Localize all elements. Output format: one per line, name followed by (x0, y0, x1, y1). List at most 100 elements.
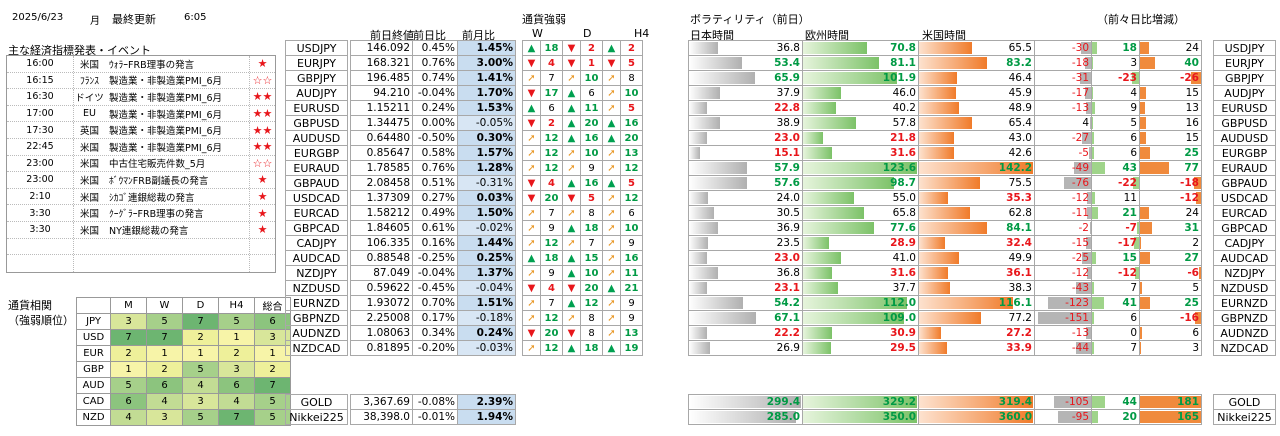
prev-close-value: 94.210 (350, 85, 413, 101)
volatility-cell: 48.9 (918, 100, 1035, 116)
volatility-bar (689, 192, 709, 204)
month-change-value: -0.03% (457, 340, 516, 356)
prev-close-value: 38,398.0 (350, 409, 413, 425)
day-change-value: 0.17% (412, 310, 458, 326)
diff-bar (1081, 132, 1091, 144)
day-change-value: -0.04% (412, 85, 458, 101)
strength-value: 4 (540, 280, 563, 296)
diff-value: -151 (1065, 312, 1089, 324)
strength-arrow-icon: ➚ (522, 160, 541, 176)
volatility-cell: 109.0 (802, 310, 919, 326)
volatility-bar (689, 312, 756, 324)
volatility-cell: 57.9 (688, 160, 803, 176)
diff-bar (1140, 147, 1150, 159)
strength-value: 10 (580, 70, 603, 86)
diff-cell: -18 (1139, 175, 1202, 191)
event-importance-stars (249, 255, 275, 272)
events-title: 主な経済指標発表・イベント (8, 44, 151, 57)
pair-name: GBPJPY (285, 70, 348, 86)
event-time: 16:15 (26, 74, 54, 86)
volatility-value: 101.9 (882, 72, 916, 84)
diff-value: 6 (1130, 132, 1137, 144)
volatility-value: 57.9 (774, 162, 800, 174)
pair-name: NZDUSD (1213, 280, 1276, 296)
strength-arrow-icon: ➚ (602, 220, 621, 236)
diff-cell: -18 (1034, 55, 1092, 71)
correlation-title-line1: 通貨相関 (8, 299, 52, 312)
diff-value: -123 (1065, 297, 1089, 309)
day-change-value: -0.08% (412, 394, 458, 410)
diff-bar (1054, 396, 1091, 408)
diff-bar (1092, 57, 1093, 69)
diff-cell: -17 (1091, 235, 1140, 251)
diff-cell: 21 (1091, 205, 1140, 221)
diff-value: -44 (1071, 342, 1089, 354)
diff-value: -15 (1071, 237, 1089, 249)
volatility-bar (803, 222, 875, 234)
correlation-rank: 5 (254, 409, 291, 426)
diff-value: -27 (1071, 132, 1089, 144)
strength-arrow-icon: ▼ (522, 190, 541, 206)
strength-arrow-icon: ➚ (602, 160, 621, 176)
volatility-value: 112.0 (882, 297, 916, 309)
volatility-cell: 23.1 (688, 280, 803, 296)
strength-arrow-icon: ➚ (602, 325, 621, 341)
correlation-rank: 4 (146, 393, 183, 410)
volatility-value: 49.9 (1008, 252, 1032, 264)
volatility-value: 123.6 (882, 162, 916, 174)
correlation-title-line2: （強弱順位） (8, 314, 74, 327)
volatility-cell: 101.9 (802, 70, 919, 86)
diff-cell: 40 (1139, 55, 1202, 71)
correlation-header: D (182, 297, 219, 314)
strength-value: 5 (620, 55, 643, 71)
strength-value: 19 (620, 340, 643, 356)
event-country: 米国 (73, 221, 105, 238)
volatility-cell: 26.9 (688, 340, 803, 356)
diff-cell: 7 (1091, 280, 1140, 296)
strength-arrow-icon: ➚ (522, 130, 541, 146)
strength-arrow-icon: ➚ (602, 295, 621, 311)
volatility-bar (689, 297, 744, 309)
diff-bar (1080, 72, 1091, 84)
month-change-value: 1.44% (457, 235, 516, 251)
strength-arrow-icon: ➚ (522, 310, 541, 326)
event-time: 23:00 (26, 174, 54, 186)
diff-value: 21 (1122, 207, 1137, 219)
month-change-value: -0.31% (457, 175, 516, 191)
col-japan: 日本時間 (690, 29, 734, 42)
event-time: 17:30 (26, 124, 54, 136)
strength-arrow-icon: ➚ (602, 205, 621, 221)
strength-arrow-icon: ➚ (602, 250, 621, 266)
diff-value: 6 (1130, 312, 1137, 324)
strength-arrow-icon: ▼ (522, 55, 541, 71)
pair-name: GBPCAD (1213, 220, 1276, 236)
strength-arrow-icon: ➚ (562, 310, 581, 326)
diff-bar (1140, 396, 1201, 408)
event-name: NY連銀総裁の発言 (109, 225, 189, 237)
strength-value: 12 (540, 340, 563, 356)
diff-bar (1140, 252, 1151, 264)
pair-name: AUDUSD (1213, 130, 1276, 146)
diff-bar (1084, 57, 1091, 69)
diff-cell: 13 (1139, 100, 1202, 116)
month-change-value: 1.50% (457, 205, 516, 221)
diff-bar (1089, 147, 1091, 159)
volatility-value: 40.2 (892, 102, 916, 114)
pair-name: EURAUD (285, 160, 348, 176)
event-importance-stars: ★ (249, 56, 275, 72)
correlation-header: W (146, 297, 183, 314)
diff-cell: 31 (1139, 220, 1202, 236)
diff-value: 15 (1185, 87, 1199, 99)
diff-cell: -49 (1034, 160, 1092, 176)
volatility-value: 31.6 (890, 267, 916, 279)
diff-value: -105 (1065, 396, 1089, 408)
diff-value: -22 (1118, 177, 1137, 189)
correlation-rank: 5 (254, 393, 291, 410)
volatility-value: 26.9 (776, 342, 800, 354)
strength-arrow-icon: ▼ (562, 190, 581, 206)
header-day-of-week: 月 (90, 16, 100, 27)
volatility-cell: 38.9 (688, 115, 803, 131)
correlation-currency: AUD (76, 377, 111, 394)
strength-arrow-icon: ➚ (602, 145, 621, 161)
volatility-bar (919, 237, 946, 249)
